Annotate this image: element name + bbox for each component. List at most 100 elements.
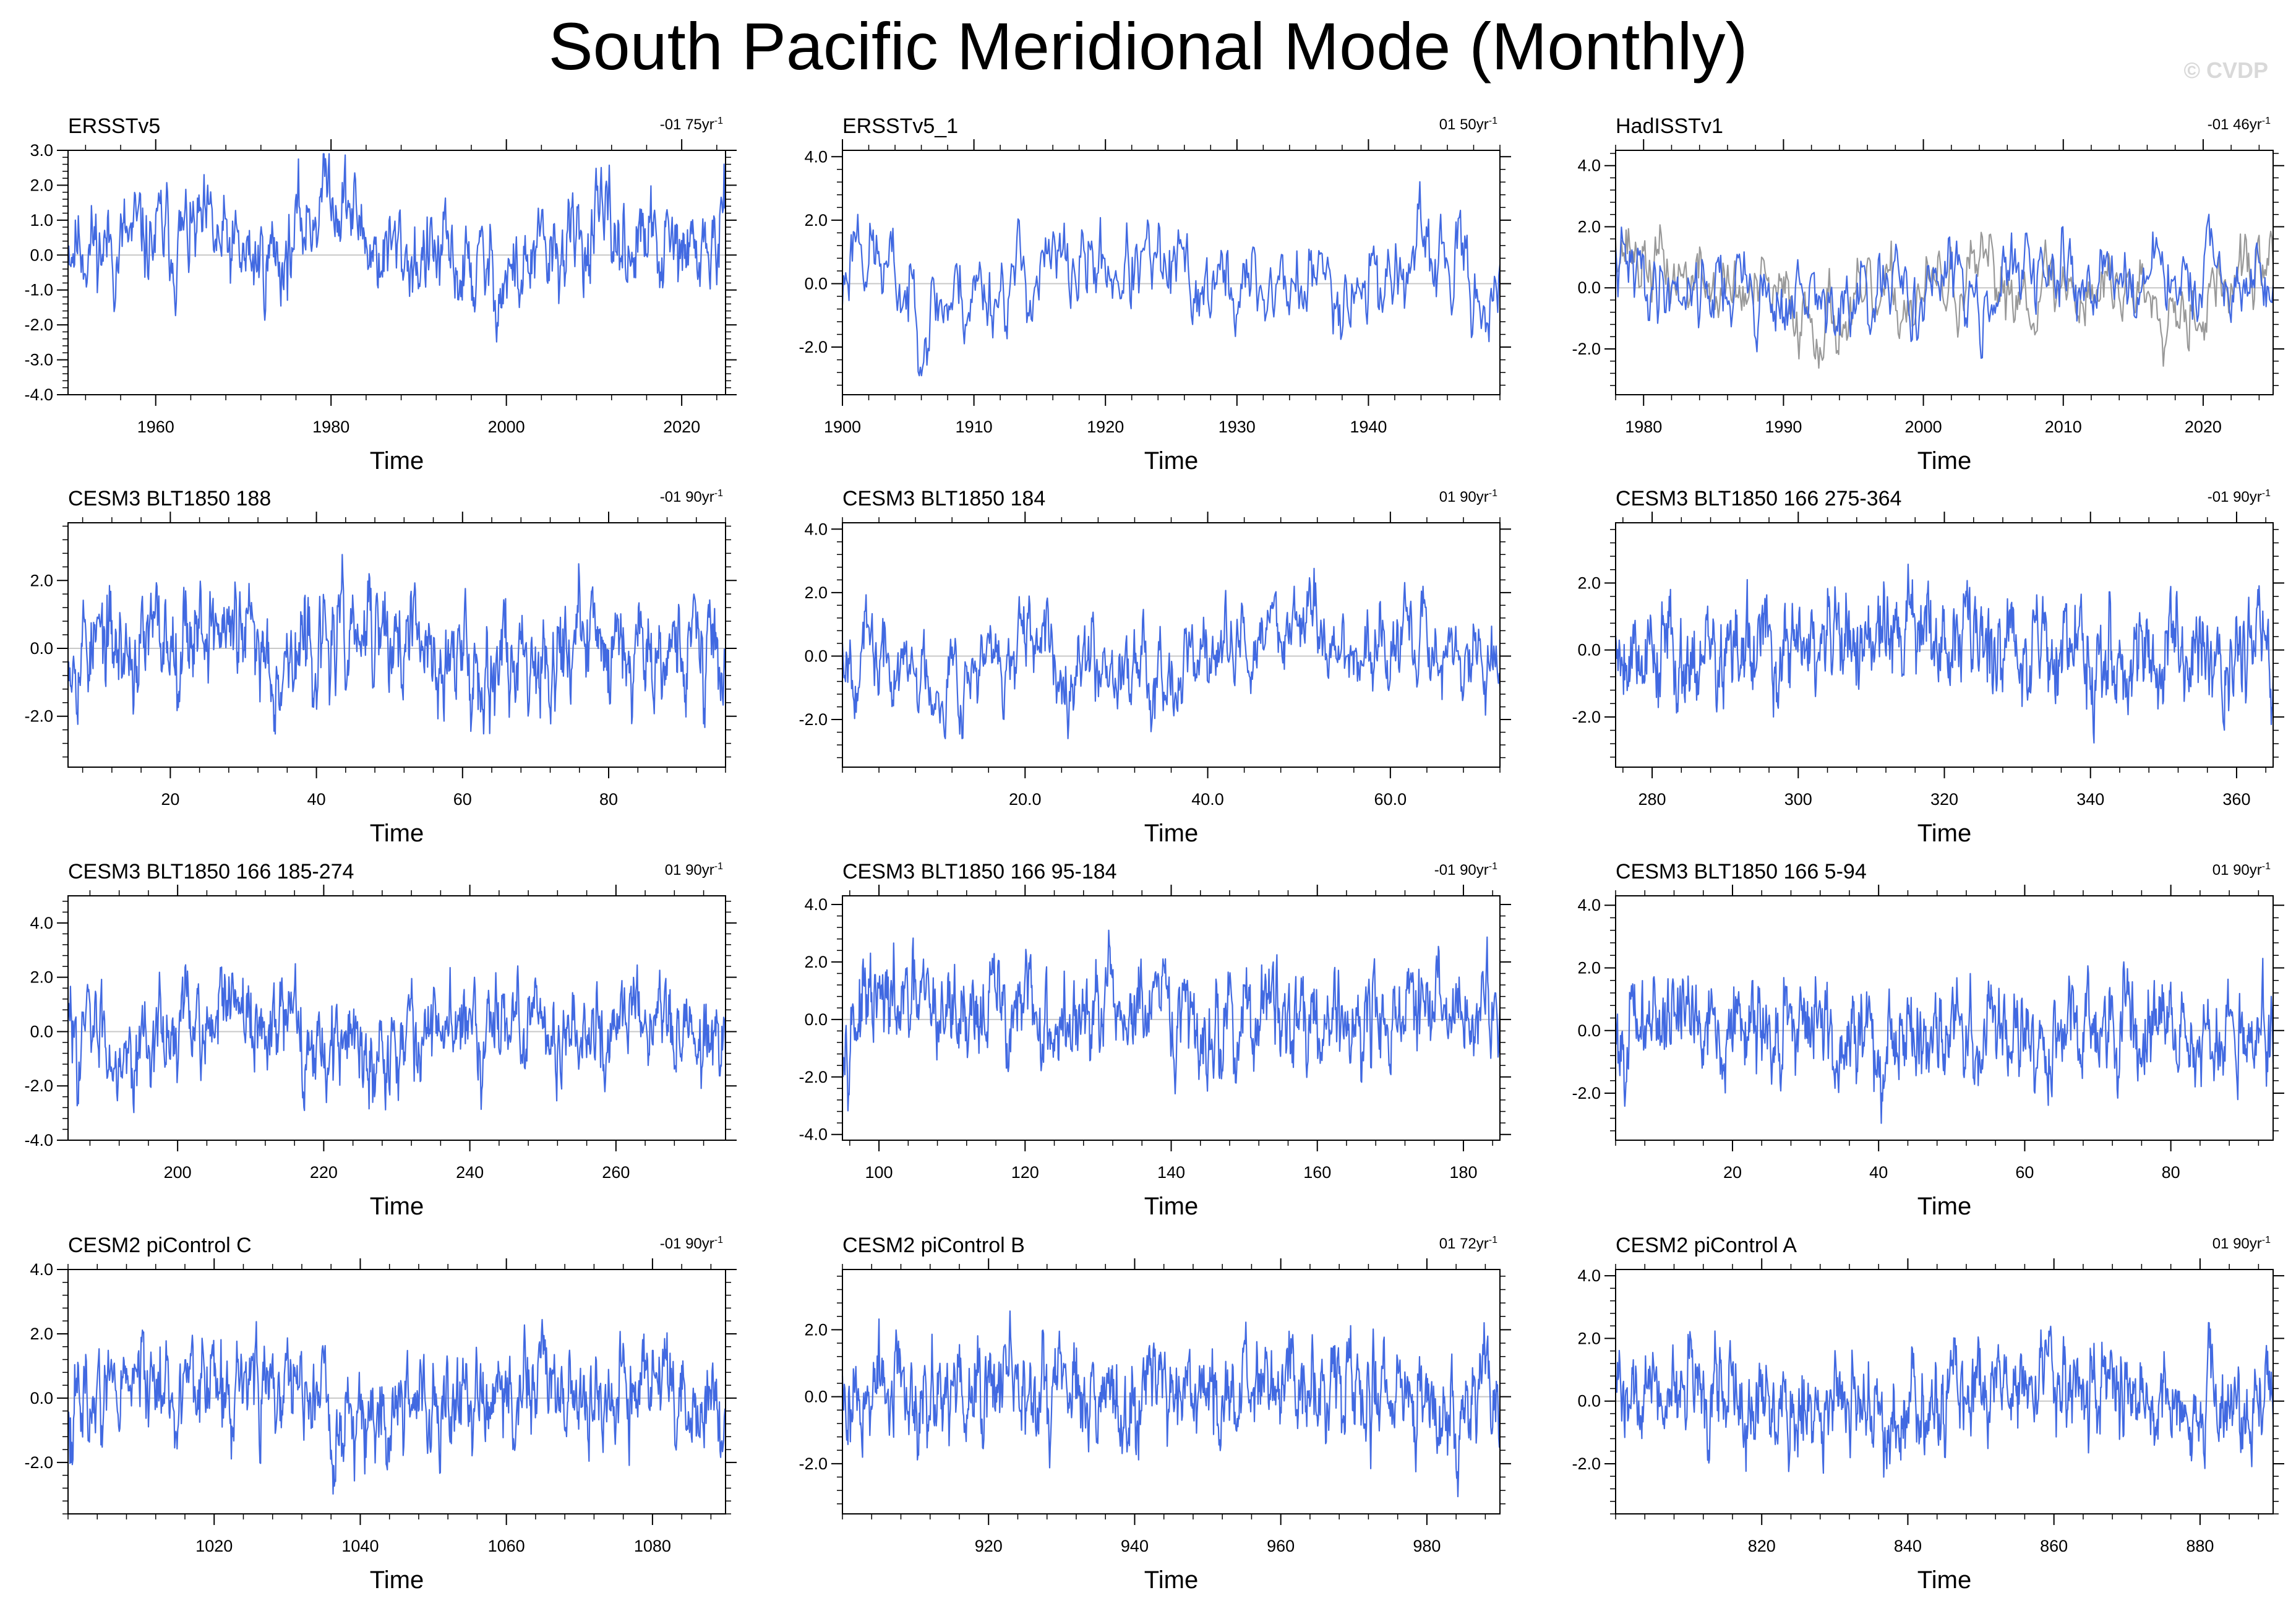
x-axis-label: Time [1144,1193,1198,1220]
plot-frame [1615,1269,2274,1514]
panel: CESM3 BLT1850 166 275-364 -01 90yr-1 -2.0 0… [1572,487,2284,847]
x-tick-label: 60 [453,790,472,809]
y-tick-label: 0.0 [1577,1021,1601,1040]
y-tick-label: 4.0 [804,520,828,538]
x-tick-label: 40 [1869,1163,1888,1182]
x-tick-label: 40.0 [1191,790,1224,809]
panel: CESM3 BLT1850 166 95-184 -01 90yr-1 -4.0 -2… [799,860,1511,1220]
x-tick-label: 60 [2015,1163,2034,1182]
panel-title: CESM3 BLT1850 184 [842,487,1045,510]
panel-title: CESM2 piControl C [68,1234,252,1257]
x-tick-label: 980 [1413,1537,1441,1555]
plot-frame [842,1269,1501,1514]
y-tick-label: 2.0 [30,968,53,987]
x-axis-label: Time [1917,820,1971,847]
series-line [67,554,727,735]
trend-label: -01 90yr-1 [660,488,723,505]
x-tick-label: 1900 [824,418,861,436]
x-axis-label: Time [1917,447,1971,475]
x-tick-label: 940 [1121,1537,1149,1555]
y-tick-label: 4.0 [30,914,53,932]
y-tick-label: 4.0 [1577,157,1601,175]
series-line [841,929,1501,1112]
x-tick-label: 920 [975,1537,1003,1555]
x-tick-label: 1040 [341,1537,379,1555]
panel: CESM3 BLT1850 188 -01 90yr-1 -2.0 0.0 2.0 20 4… [24,487,737,847]
panel: HadISSTv1 -01 46yr-1 -2.0 0.0 2.0 4.0 1980 1990… [1572,114,2284,475]
plot-frame [67,1269,726,1514]
series-line [1614,213,2274,359]
series-line [1614,564,2274,744]
x-tick-label: 320 [1930,790,1958,809]
x-tick-label: 220 [310,1163,338,1182]
y-tick-label: 0.0 [1577,641,1601,659]
y-tick-label: 2.0 [30,176,53,194]
panel: CESM2 piControl B 01 72yr-1 -2.0 0.0 2.0 920 9… [799,1234,1511,1594]
x-axis-label: Time [370,820,424,847]
plot-frame [67,150,726,395]
x-tick-label: 1980 [1625,418,1662,436]
panel: ERSSTv5 -01 75yr-1 -4.0 -3.0 -2.0 -1.0 0.0 1.0 2… [24,114,737,475]
panel-title: CESM3 BLT1850 188 [68,487,271,510]
y-tick-label: -2.0 [24,316,53,334]
x-axis-label: Time [370,1193,424,1220]
y-tick-label: -2.0 [799,710,828,729]
panel: CESM2 piControl A 01 90yr-1 -2.0 0.0 2.0 4.0 8… [1572,1234,2284,1594]
x-tick-label: 1990 [1765,418,1802,436]
panel-title: ERSSTv5_1 [842,114,958,138]
y-tick-label: -2.0 [24,1076,53,1095]
x-tick-label: 2020 [2185,418,2222,436]
y-tick-label: 0.0 [804,274,828,293]
x-tick-label: 20 [161,790,179,809]
x-tick-label: 880 [2186,1537,2214,1555]
trend-label: 01 90yr-1 [2212,1235,2271,1252]
series-line [67,1318,727,1495]
y-tick-label: -4.0 [24,385,53,404]
panel-title: CESM2 piControl A [1616,1234,1797,1257]
y-tick-label: -2.0 [1572,708,1601,726]
trend-label: 01 50yr-1 [1439,116,1497,133]
y-tick-label: -2.0 [799,1068,828,1086]
x-tick-label: 80 [599,790,618,809]
x-tick-label: 1920 [1087,418,1124,436]
x-tick-label: 1940 [1350,418,1387,436]
x-tick-label: 200 [164,1163,192,1182]
y-tick-label: 0.0 [804,1010,828,1029]
y-tick-label: 0.0 [804,1388,828,1406]
y-tick-label: 0.0 [30,1389,53,1407]
series-line [67,963,727,1114]
panel: ERSSTv5_1 01 50yr-1 -2.0 0.0 2.0 4.0 1900 1910 1… [799,114,1511,475]
x-tick-label: 160 [1303,1163,1331,1182]
y-tick-label: -2.0 [799,338,828,356]
y-tick-label: -2.0 [1572,1454,1601,1473]
y-tick-label: 2.0 [1577,958,1601,977]
trend-label: -01 90yr-1 [1434,861,1497,879]
y-tick-label: 2.0 [1577,574,1601,592]
x-tick-label: 20 [1723,1163,1742,1182]
y-tick-label: -1.0 [24,281,53,299]
y-tick-label: 0.0 [1577,1392,1601,1411]
x-tick-label: 300 [1784,790,1812,809]
y-tick-label: 2.0 [804,1320,828,1339]
trend-label: 01 90yr-1 [1439,488,1497,505]
y-tick-label: 2.0 [804,211,828,230]
y-tick-label: 0.0 [30,246,53,264]
panel-title: CESM3 BLT1850 166 275-364 [1616,487,1901,510]
x-tick-label: 60.0 [1374,790,1407,809]
y-tick-label: -4.0 [24,1131,53,1149]
panel: CESM3 BLT1850 184 01 90yr-1 -2.0 0.0 2.0 4.0 2… [799,487,1511,847]
y-tick-label: -2.0 [24,1453,53,1472]
trend-label: -01 90yr-1 [660,1235,723,1252]
panel: CESM3 BLT1850 166 5-94 01 90yr-1 -2.0 0.0 2.… [1572,860,2284,1220]
x-tick-label: 360 [2222,790,2250,809]
x-tick-label: 2000 [1905,418,1942,436]
x-tick-label: 180 [1449,1163,1477,1182]
y-tick-label: 0.0 [30,1022,53,1041]
x-tick-label: 20.0 [1009,790,1042,809]
y-tick-label: 4.0 [804,147,828,166]
y-tick-label: 4.0 [804,895,828,914]
trend-label: -01 46yr-1 [2208,116,2271,133]
trend-label: 01 90yr-1 [665,861,723,879]
series-line [841,1310,1501,1498]
x-axis-label: Time [1917,1566,1971,1594]
